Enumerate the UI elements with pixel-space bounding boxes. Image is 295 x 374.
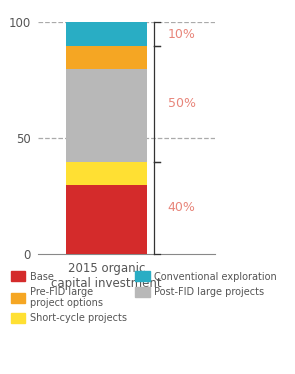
Text: 40%: 40%	[168, 202, 196, 214]
Bar	[65, 22, 147, 46]
Bar	[65, 46, 147, 69]
Legend: Base, Pre-FID large
project options, Short-cycle projects, Conventional explorat: Base, Pre-FID large project options, Sho…	[11, 272, 277, 324]
Text: 50%: 50%	[168, 97, 196, 110]
Bar	[65, 162, 147, 185]
Bar	[65, 69, 147, 162]
Bar	[65, 185, 147, 254]
Text: 10%: 10%	[168, 28, 196, 40]
